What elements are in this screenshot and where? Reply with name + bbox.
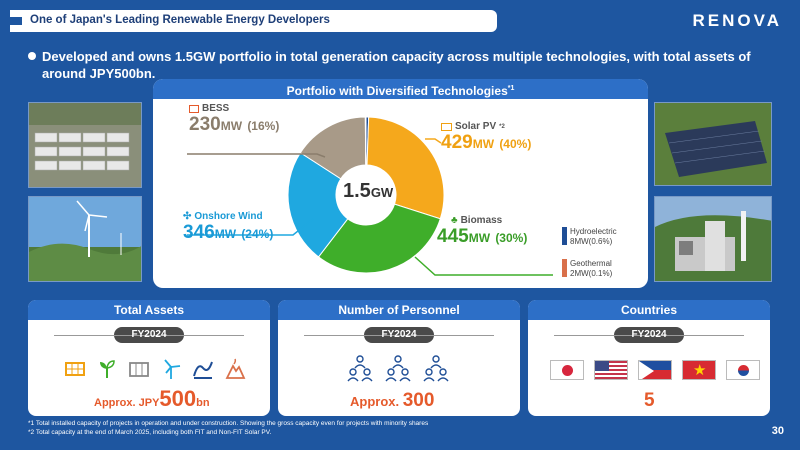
country-flags: ★: [550, 360, 760, 380]
solar-label: Solar PV *2 429MW (40%): [441, 121, 532, 153]
people-icons: [344, 354, 452, 386]
biomass-label: ♣ Biomass 445MW (30%): [437, 215, 528, 247]
wind-turbine-icon: ✣: [183, 211, 192, 222]
philippines-flag: [638, 360, 672, 380]
bess-label: BESS 230MW (16%): [189, 103, 280, 135]
hydro-wave-icon: [193, 361, 213, 379]
geothermal-legend: Geothermal 2MW(0.1%): [562, 259, 612, 279]
people-group-icon: [347, 355, 373, 382]
total-assets-value: Approx. JPY500bn: [94, 386, 210, 411]
people-group-icon: [423, 355, 449, 382]
total-assets-title: Total Assets: [28, 300, 270, 320]
pie-slice-geothermal: [364, 116, 367, 166]
portfolio-title: Portfolio with Diversified Technologies*…: [153, 79, 648, 99]
footnote-2: *2 Total capacity at the end of March 20…: [28, 428, 272, 436]
wind-leader-line: [187, 218, 314, 236]
total-assets-card: Total Assets FY2024 Approx. JPY500bn: [28, 300, 270, 416]
bess-leader-line: [187, 153, 326, 158]
footnote-1: *1 Total installed capacity of projects …: [28, 420, 429, 427]
usa-flag: [594, 360, 628, 380]
page-number: 30: [771, 425, 784, 437]
countries-fy: FY2024: [554, 327, 744, 343]
solar-panel-icon: [441, 122, 452, 131]
bess-photo: [28, 102, 142, 188]
personnel-value: Approx. 300: [350, 390, 435, 411]
bess-icon: [189, 104, 199, 113]
vietnam-flag: ★: [682, 360, 716, 380]
header-mark: [10, 17, 22, 25]
page-title: One of Japan's Leading Renewable Energy …: [30, 14, 330, 26]
portfolio-panel: Portfolio with Diversified Technologies*…: [153, 79, 648, 288]
summary-bullet: Developed and owns 1.5GW portfolio in to…: [28, 48, 768, 82]
wind-label: ✣ Onshore Wind 346MW (24%): [183, 211, 274, 243]
japan-flag: [550, 360, 584, 380]
personnel-card: Number of Personnel FY2024 Approx. 300: [278, 300, 520, 416]
battery-storage-icon: [129, 362, 149, 377]
personnel-fy: FY2024: [304, 327, 494, 343]
countries-value: 5: [644, 390, 655, 411]
geothermal-icon: [225, 358, 246, 379]
personnel-title: Number of Personnel: [278, 300, 520, 320]
header-bar: One of Japan's Leading Renewable Energy …: [10, 10, 497, 32]
biomass-sprout-icon: [100, 360, 115, 378]
wind-photo: [28, 196, 142, 282]
biomass-sprout-icon: ♣: [451, 215, 458, 226]
solar-panel-icon: [65, 362, 85, 376]
wind-turbine-icon: [164, 359, 181, 379]
biomass-leader-line: [414, 256, 553, 276]
korea-flag: [726, 360, 760, 380]
countries-card: Countries FY2024 ★ 5: [528, 300, 770, 416]
technology-icons: [64, 358, 246, 380]
renova-logo: RENOVA: [692, 11, 782, 30]
total-assets-fy: FY2024: [54, 327, 244, 343]
portfolio-donut-chart: [187, 116, 553, 276]
biomass-photo: [654, 196, 772, 282]
footnotes: *1 Total installed capacity of projects …: [28, 420, 428, 437]
hydro-legend: Hydroelectric 8MW(0.6%): [562, 227, 617, 247]
people-group-icon: [385, 355, 411, 382]
donut-hole: [336, 165, 396, 225]
solar-photo: [654, 102, 772, 186]
countries-title: Countries: [528, 300, 770, 320]
donut-center-label: 1.5GW: [343, 180, 394, 202]
solar-leader-line: [425, 138, 442, 144]
